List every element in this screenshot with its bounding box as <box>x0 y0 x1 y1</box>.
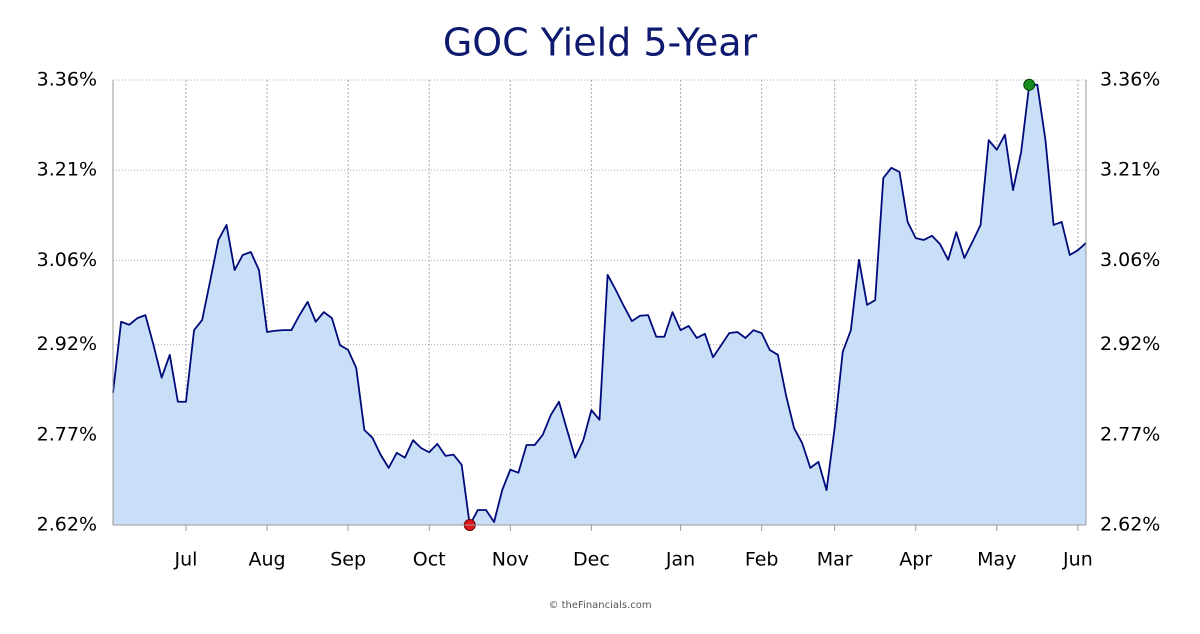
x-tick-label: Mar <box>817 549 853 571</box>
y-tick-label: 3.06% <box>37 249 97 271</box>
y2-tick-label: 3.36% <box>1100 69 1160 91</box>
x-tick-label: Jan <box>665 549 695 571</box>
x-tick-label: Aug <box>249 549 286 571</box>
high-marker <box>1023 78 1036 91</box>
x-tick-label: May <box>977 549 1016 571</box>
y2-tick-label: 3.21% <box>1100 159 1160 181</box>
y2-tick-label: 2.77% <box>1100 423 1160 445</box>
y2-tick-label: 2.62% <box>1100 514 1160 536</box>
x-tick-label: Feb <box>745 549 779 571</box>
x-tick-label: Apr <box>899 549 932 571</box>
y-tick-label: 3.21% <box>37 159 97 181</box>
x-tick-label: Nov <box>492 549 529 571</box>
chart-title: GOC Yield 5-Year <box>443 21 758 65</box>
y2-tick-label: 3.06% <box>1100 249 1160 271</box>
y-tick-label: 2.77% <box>37 423 97 445</box>
line <box>112 83 1087 526</box>
y-tick-label: 3.36% <box>37 69 97 91</box>
x-tick-label: Oct <box>413 549 446 571</box>
x-tick-label: Sep <box>330 549 366 571</box>
x-tick-label: Dec <box>573 549 610 571</box>
x-tick-label: Jul <box>174 549 198 571</box>
x-tick-label: Jun <box>1062 549 1093 571</box>
y-tick-label: 2.92% <box>37 333 97 355</box>
source: © theFinancials.com <box>548 600 651 611</box>
area-fill <box>113 84 1086 525</box>
y-tick-label: 2.62% <box>37 514 97 536</box>
y2-tick-label: 2.92% <box>1100 333 1160 355</box>
